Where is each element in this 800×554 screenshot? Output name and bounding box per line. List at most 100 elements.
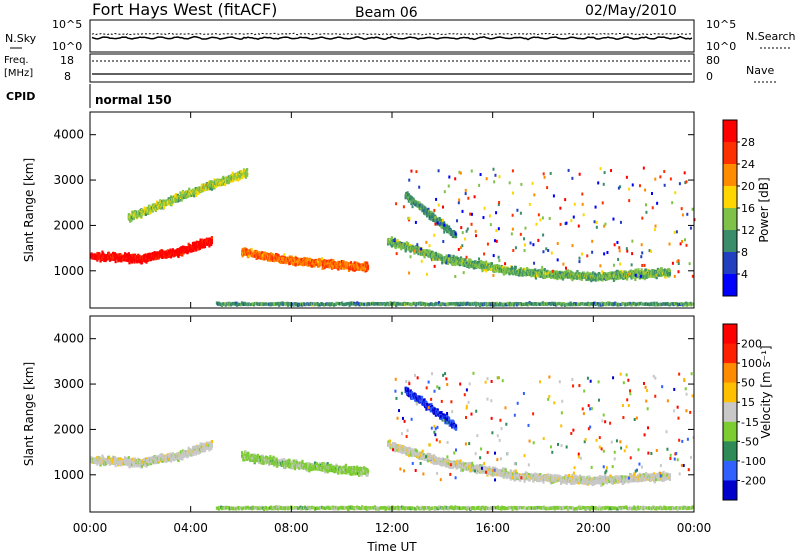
heatmap-cell — [125, 258, 129, 262]
heatmap-cell — [296, 257, 299, 261]
heatmap-cell — [423, 255, 426, 259]
heatmap-cell — [230, 174, 233, 178]
heatmap-cell — [634, 268, 638, 272]
heatmap-cell — [245, 248, 248, 252]
heatmap-cell — [526, 267, 529, 271]
heatmap-cell — [290, 261, 293, 265]
heatmap-cell — [123, 252, 127, 256]
heatmap-cell — [131, 210, 134, 214]
heatmap-cell — [140, 260, 144, 264]
heatmap-cell — [327, 261, 330, 265]
heatmap-cell — [349, 261, 353, 265]
heatmap-cell — [476, 261, 480, 265]
heatmap-cell — [238, 173, 241, 177]
heatmap-cell — [498, 267, 502, 271]
heatmap-cell — [240, 170, 243, 174]
heatmap-cell — [242, 168, 246, 172]
heatmap-cell — [302, 260, 305, 264]
heatmap-cell — [564, 270, 567, 274]
heatmap-cell — [114, 260, 117, 264]
heatmap-cell — [322, 263, 325, 267]
heatmap-cell — [151, 252, 154, 256]
heatmap-cell — [569, 270, 572, 274]
heatmap-cell — [438, 216, 441, 220]
heatmap-cell — [406, 244, 409, 248]
heatmap-cell — [366, 264, 370, 268]
heatmap-cell — [139, 211, 142, 215]
heatmap-cell — [655, 269, 658, 273]
heatmap-cell — [566, 269, 570, 273]
heatmap-cell — [180, 250, 183, 254]
heatmap-cell — [601, 278, 604, 282]
heatmap-cell — [96, 251, 99, 255]
heatmap-cell — [445, 254, 448, 258]
heatmap-cell — [175, 252, 178, 256]
heatmap-cell — [176, 193, 180, 197]
heatmap-cell — [151, 209, 154, 213]
heatmap-cell — [481, 261, 485, 265]
heatmap-cell — [637, 268, 640, 272]
heatmap-cell — [427, 207, 430, 211]
heatmap-cell — [342, 259, 345, 263]
heatmap-cell — [323, 266, 326, 270]
heatmap-cell — [129, 254, 132, 258]
heatmap-cell — [108, 252, 111, 256]
heatmap-cell — [402, 242, 405, 246]
heatmap-cell — [130, 218, 133, 222]
heatmap-cell — [237, 178, 240, 182]
heatmap-cell — [207, 187, 210, 191]
heatmap-cell — [161, 249, 164, 253]
heatmap-cell — [353, 268, 356, 272]
heatmap-cell — [626, 277, 629, 281]
heatmap-cell — [588, 277, 591, 281]
heatmap-cell — [338, 265, 341, 269]
heatmap-cell — [539, 268, 542, 272]
heatmap-cell — [224, 183, 227, 187]
heatmap-cell — [444, 228, 448, 232]
heatmap-cell — [237, 171, 240, 175]
noise-right-label: N.Search — [746, 30, 796, 43]
heatmap-cell — [156, 251, 159, 255]
heatmap-cell — [169, 255, 173, 259]
heatmap-cell — [341, 260, 344, 264]
heatmap-cell — [599, 277, 602, 281]
heatmap-cell — [431, 212, 434, 216]
heatmap-cell — [213, 178, 216, 182]
heatmap-cell — [408, 194, 411, 198]
nave-label: Nave — [746, 64, 774, 77]
heatmap-cell — [189, 245, 192, 249]
heatmap-cell — [353, 261, 356, 265]
heatmap-cell — [218, 181, 222, 185]
heatmap-cell — [329, 259, 332, 263]
heatmap-cell — [459, 256, 463, 260]
heatmap-cell — [615, 271, 618, 275]
heatmap-cell — [441, 261, 444, 265]
heatmap-cell — [555, 270, 558, 274]
heatmap-cell — [143, 254, 146, 258]
heatmap-cell — [553, 270, 556, 274]
heatmap-cell — [169, 201, 173, 205]
heatmap-cell — [396, 243, 399, 247]
heatmap-cell — [571, 278, 574, 282]
heatmap-cell — [142, 212, 146, 216]
heatmap-cell — [110, 253, 113, 257]
heatmap-cell — [432, 257, 435, 261]
heatmap-cell — [612, 278, 616, 282]
heatmap-cell — [263, 257, 266, 261]
heatmap-cell — [145, 256, 148, 260]
heatmap-cell — [593, 272, 597, 276]
heatmap-cell — [241, 176, 244, 180]
heatmap-cell — [420, 206, 423, 210]
heatmap-cell — [527, 268, 531, 272]
heatmap-cell — [502, 265, 505, 269]
heatmap-cell — [485, 260, 488, 264]
heatmap-cell — [106, 257, 109, 261]
heatmap-cell — [347, 267, 351, 271]
heatmap-cell — [407, 242, 410, 246]
heatmap-cell — [469, 258, 472, 262]
heatmap-cell — [208, 244, 211, 248]
heatmap-cell — [126, 253, 129, 257]
heatmap-cell — [202, 183, 205, 187]
heatmap-cell — [621, 271, 624, 275]
heatmap-cell — [196, 191, 200, 195]
